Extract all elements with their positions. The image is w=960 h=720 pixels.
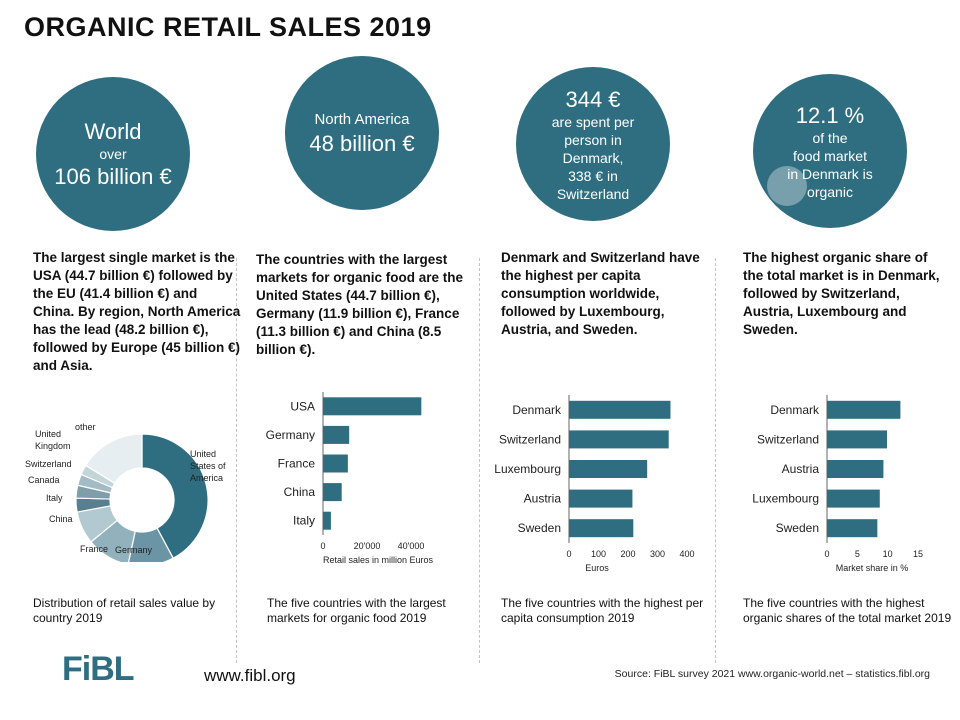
bar xyxy=(569,489,633,508)
circle-world-value: 106 billion € xyxy=(54,164,172,189)
circle-pc-line5: 338 € in xyxy=(568,167,618,184)
donut-label: United States of America xyxy=(190,449,226,483)
description-world: The largest single market is the USA (44… xyxy=(33,250,241,373)
donut-label: United Kingdom xyxy=(35,429,71,451)
category-label: France xyxy=(278,457,316,471)
category-label: Germany xyxy=(266,428,315,442)
donut-label: Canada xyxy=(28,475,60,485)
x-tick-label: 400 xyxy=(679,549,694,559)
x-tick-label: 200 xyxy=(620,549,635,559)
category-label: Luxembourg xyxy=(752,492,819,506)
circle-ms-line4: in Denmark is xyxy=(787,165,873,182)
circle-na-value: 48 billion € xyxy=(309,130,415,156)
bar xyxy=(569,519,634,538)
x-tick-label: 300 xyxy=(650,549,665,559)
category-label: USA xyxy=(290,399,315,413)
donut-slice xyxy=(127,527,174,562)
circle-world-over: over xyxy=(99,146,127,162)
circle-ms-line3: food market xyxy=(793,147,867,164)
circle-pc-value: 344 € xyxy=(565,86,621,112)
bar-chart-market-share: Denmark Switzerland Austria Luxembourg Swede… xyxy=(752,395,923,573)
per-capita-circle: 344 € are spent per person in Denmark, 3… xyxy=(516,67,670,221)
circle-pc-line6: Switzerland xyxy=(556,185,630,202)
x-tick-label: 40'000 xyxy=(398,541,425,551)
category-label: Italy xyxy=(293,514,315,528)
category-label: Denmark xyxy=(512,403,562,417)
circle-pc-line2: are spent per xyxy=(551,113,635,130)
x-tick-label: 0 xyxy=(824,549,829,559)
page-title: ORGANIC RETAIL SALES 2019 xyxy=(24,12,432,42)
x-tick-label: 10 xyxy=(883,549,893,559)
donut-slice xyxy=(84,433,143,485)
description-largest-markets: The countries with the largest markets f… xyxy=(256,252,464,357)
world-sales-circle: World over 106 billion € xyxy=(36,77,190,231)
bar xyxy=(323,483,342,502)
column-divider xyxy=(236,258,237,663)
donut-label: Switzerland xyxy=(25,459,72,469)
category-label: Austria xyxy=(524,492,562,506)
bar-chart-largest-markets: USA Germany France China Italy 0 20'000 40'000 R… xyxy=(266,392,434,565)
x-tick-label: 20'000 xyxy=(354,541,381,551)
x-tick-label: 0 xyxy=(320,541,325,551)
circle-ms-line5: organic xyxy=(807,183,853,200)
bar xyxy=(827,430,888,449)
bar xyxy=(323,454,348,473)
category-label: Denmark xyxy=(770,403,820,417)
category-label: Switzerland xyxy=(499,432,561,446)
donut-label: other xyxy=(75,422,96,432)
caption-largest-markets: The five countries with the largest mark… xyxy=(267,596,446,625)
donut-label: Germany xyxy=(115,545,153,555)
category-label: China xyxy=(284,485,316,499)
fibl-logo: FiBL xyxy=(62,650,135,688)
bar xyxy=(323,511,331,530)
donut-label: China xyxy=(49,514,73,524)
circle-ms-line2: of the xyxy=(812,129,848,146)
circle-na-title: North America xyxy=(314,110,410,128)
column-divider xyxy=(479,258,480,663)
x-axis-label: Retail sales in million Euros xyxy=(323,555,434,565)
bar xyxy=(569,400,671,419)
donut-label: France xyxy=(80,544,108,554)
bar xyxy=(827,460,884,478)
source-note: Source: FiBL survey 2021 www.organic-wor… xyxy=(614,668,930,680)
category-label: Austria xyxy=(782,462,820,476)
bar xyxy=(569,430,669,449)
category-label: Luxembourg xyxy=(494,462,561,476)
description-per-capita: Denmark and Switzerland have the highest… xyxy=(501,250,700,337)
circle-pc-line4: Denmark, xyxy=(562,149,624,166)
description-market-share: The highest organic share of the total m… xyxy=(743,250,940,337)
caption-per-capita: The five countries with the highest per … xyxy=(501,596,704,625)
x-axis-label: Euros xyxy=(585,563,609,573)
category-label: Sweden xyxy=(776,521,819,535)
x-tick-label: 15 xyxy=(913,549,923,559)
market-share-circle: 12.1 % of the food market in Denmark is … xyxy=(753,74,907,228)
bar xyxy=(569,460,648,478)
caption-market-share: The five countries with the highest orga… xyxy=(743,596,952,625)
category-label: Sweden xyxy=(518,521,561,535)
decorative-bubble xyxy=(767,166,807,206)
bar xyxy=(827,489,880,508)
category-label: Switzerland xyxy=(757,432,819,446)
circle-pc-line3: person in xyxy=(564,131,622,148)
bar xyxy=(323,397,422,416)
donut-label: Italy xyxy=(46,493,63,503)
x-tick-label: 100 xyxy=(591,549,606,559)
donut-chart: United States of America Germany France China… xyxy=(25,422,226,562)
x-tick-label: 0 xyxy=(566,549,571,559)
website-link[interactable]: www.fibl.org xyxy=(204,666,296,685)
circle-world-title: World xyxy=(84,119,142,144)
column-divider xyxy=(715,258,716,663)
x-axis-label: Market share in % xyxy=(836,563,909,573)
caption-distribution: Distribution of retail sales value by co… xyxy=(33,596,216,625)
bar xyxy=(323,425,350,444)
bar-chart-per-capita: Denmark Switzerland Luxembourg Austria Swede… xyxy=(494,395,695,573)
bar xyxy=(827,519,878,538)
north-america-circle: North America 48 billion € xyxy=(285,56,439,210)
donut-slice xyxy=(141,433,209,559)
circle-ms-value: 12.1 % xyxy=(795,102,865,128)
x-tick-label: 5 xyxy=(855,549,860,559)
bar xyxy=(827,400,901,419)
